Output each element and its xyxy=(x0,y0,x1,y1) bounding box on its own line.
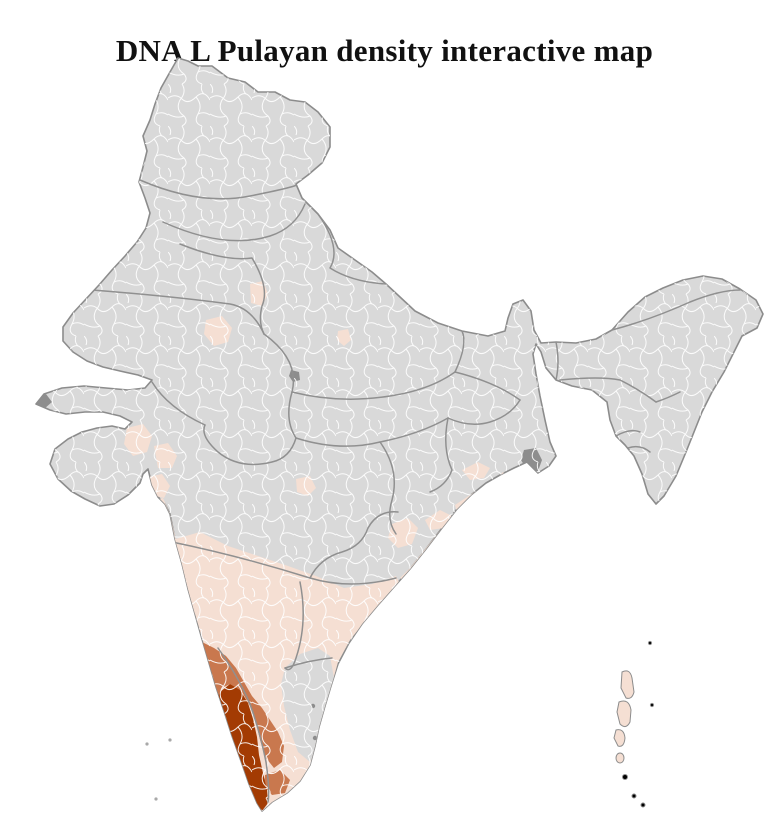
map-title: DNA L Pulayan density interactive map xyxy=(115,32,654,68)
andaman-nicobar-islands[interactable] xyxy=(613,640,655,808)
state-borders xyxy=(91,179,741,803)
lakshadweep-islands[interactable] xyxy=(145,738,172,801)
